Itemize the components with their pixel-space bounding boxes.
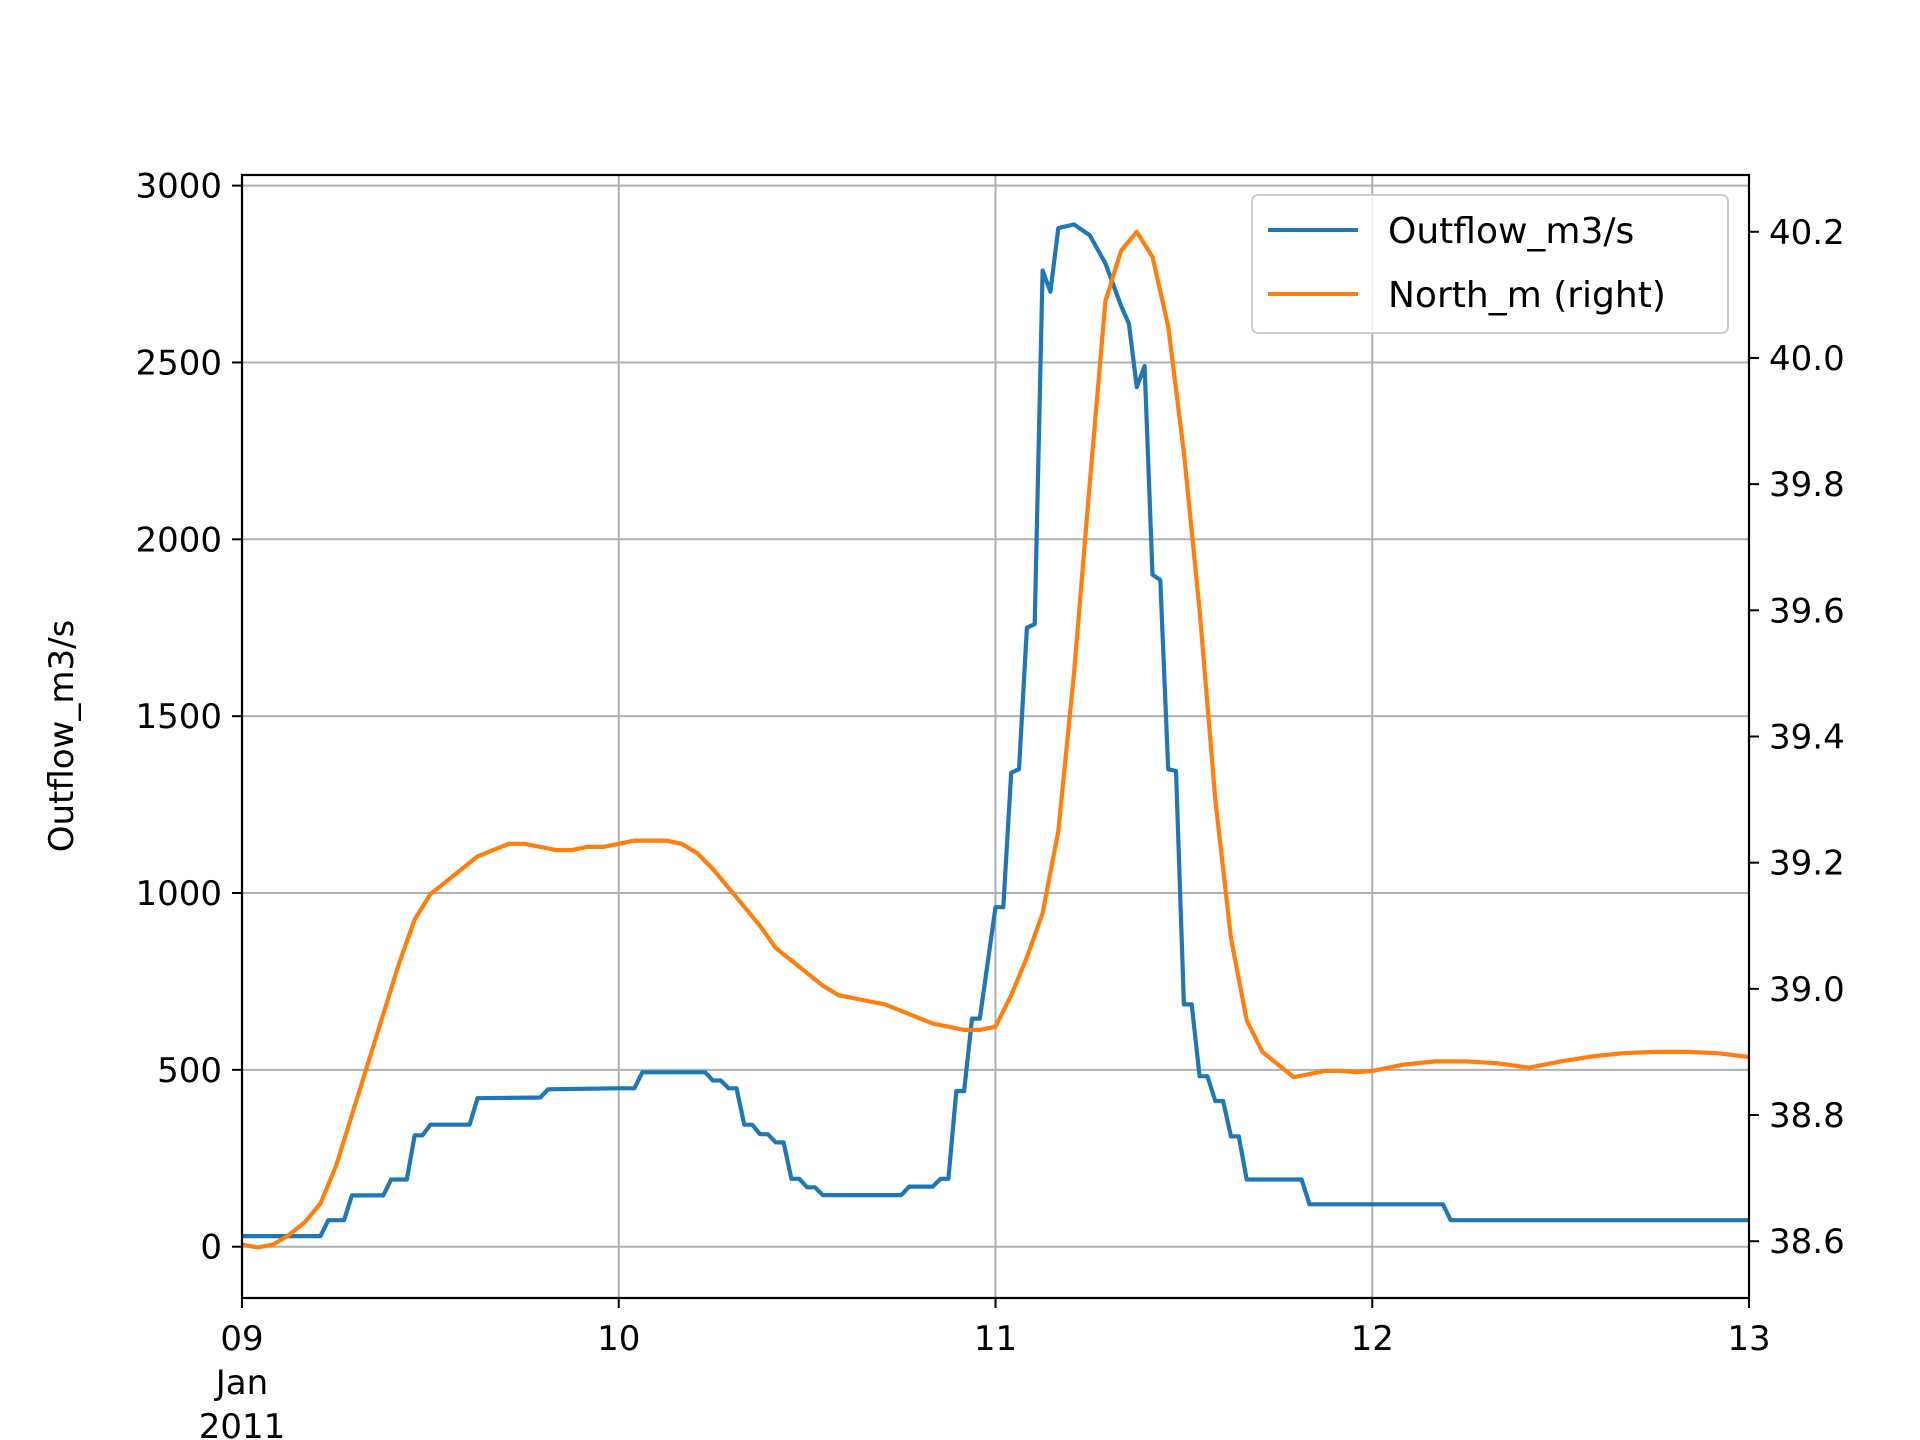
y2-tick-label-0: 38.6	[1769, 1222, 1845, 1262]
y-tick-label-6: 3000	[135, 167, 222, 207]
y2-tick-label-2: 39.0	[1769, 970, 1845, 1010]
grid	[241, 175, 1750, 1298]
y-tick-label-3: 1500	[135, 697, 222, 737]
x-tick-sublabel-0-0: Jan	[214, 1363, 268, 1403]
y-tick-label-4: 2000	[135, 520, 222, 560]
legend: Outflow_m3/s North_m (right)	[1251, 194, 1729, 334]
legend-label-north: North_m (right)	[1388, 275, 1666, 316]
legend-box	[1251, 194, 1729, 334]
y-tick-label-0: 0	[200, 1228, 222, 1268]
x-tick-label-3: 12	[1351, 1319, 1394, 1359]
y-axis-label: Outflow_m3/s	[42, 620, 82, 853]
legend-label-outflow: Outflow_m3/s	[1388, 211, 1634, 252]
x-tick-label-2: 11	[974, 1319, 1017, 1359]
y-axis-right: 38.6 38.8 39.0 39.2 39.4 39.6 39.8 40.0 40.2	[1749, 213, 1845, 1262]
y2-tick-label-1: 38.8	[1769, 1096, 1845, 1136]
x-tick-label-1: 10	[597, 1319, 640, 1359]
series-line-1	[242, 229, 1749, 1250]
x-tick-label-4: 13	[1727, 1319, 1770, 1359]
x-tick-label-0: 09	[220, 1319, 263, 1359]
series-line-0	[242, 222, 1749, 1239]
y-axis-left: 0 500 1000 1500 2000 2500 3000	[135, 167, 242, 1268]
y-tick-label-1: 500	[157, 1051, 222, 1091]
x-tick-sublabel-0-1: 2011	[199, 1407, 286, 1440]
y2-tick-label-4: 39.4	[1769, 718, 1845, 758]
plot-lines	[242, 222, 1749, 1250]
y2-tick-label-3: 39.2	[1769, 844, 1845, 884]
y2-tick-label-8: 40.2	[1769, 213, 1845, 253]
y-tick-label-5: 2500	[135, 343, 222, 383]
y2-tick-label-5: 39.6	[1769, 591, 1845, 631]
y-tick-label-2: 1000	[135, 874, 222, 914]
y2-tick-label-6: 39.8	[1769, 465, 1845, 505]
y2-tick-label-7: 40.0	[1769, 339, 1845, 379]
